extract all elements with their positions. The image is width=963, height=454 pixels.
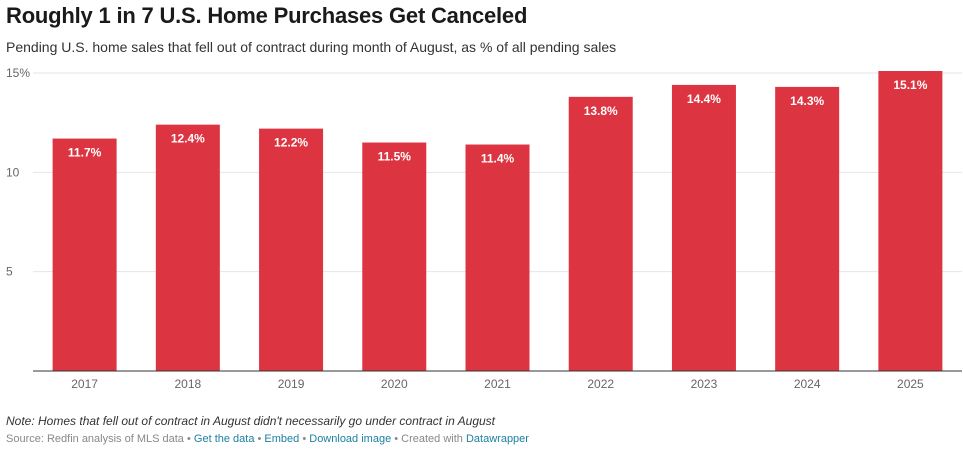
bar-value-label: 11.4% bbox=[481, 152, 515, 166]
chart-note: Note: Homes that fell out of contract in… bbox=[6, 414, 495, 428]
bar bbox=[878, 71, 943, 371]
separator: • bbox=[299, 433, 310, 445]
separator: • bbox=[391, 433, 402, 445]
datawrapper-link[interactable]: Datawrapper bbox=[465, 433, 529, 445]
bar-value-label: 14.4% bbox=[687, 92, 721, 106]
bar bbox=[155, 124, 220, 371]
x-tick-label: 2017 bbox=[71, 377, 98, 391]
bar-value-label: 15.1% bbox=[893, 78, 927, 92]
bar bbox=[465, 144, 530, 371]
bar-value-label: 12.4% bbox=[171, 132, 205, 146]
bar-value-label: 11.7% bbox=[68, 146, 102, 160]
bar bbox=[362, 142, 427, 371]
bar bbox=[671, 84, 736, 372]
bar-value-label: 14.3% bbox=[790, 94, 824, 108]
get-the-data-link[interactable]: Get the data bbox=[193, 433, 255, 445]
x-tick-label: 2020 bbox=[381, 377, 408, 391]
x-tick-label: 2023 bbox=[691, 377, 718, 391]
bar-chart: 5 10 15% 11.7% 2017 12.4% 2018 12.2% 2019 11.5% 20… bbox=[6, 66, 962, 391]
source-line: Source: Redfin analysis of MLS data • Ge… bbox=[6, 433, 529, 445]
x-tick-label: 2018 bbox=[174, 377, 201, 391]
bar bbox=[775, 86, 840, 371]
x-tick-label: 2022 bbox=[587, 377, 614, 391]
bar bbox=[259, 128, 324, 371]
download-image-link[interactable]: Download image bbox=[309, 433, 392, 445]
bar bbox=[568, 96, 633, 371]
bar-value-label: 12.2% bbox=[274, 136, 308, 150]
separator: • bbox=[254, 433, 265, 445]
x-tick-label: 2021 bbox=[484, 377, 511, 391]
bar bbox=[52, 138, 117, 371]
separator: • bbox=[183, 433, 194, 445]
created-with-text: Created with bbox=[401, 433, 463, 445]
bar-value-label: 11.5% bbox=[378, 150, 412, 164]
chart-subtitle: Pending U.S. home sales that fell out of… bbox=[6, 39, 617, 55]
x-tick-label: 2025 bbox=[897, 377, 924, 391]
source-text: Source: Redfin analysis of MLS data bbox=[6, 433, 184, 445]
y-tick-label: 5 bbox=[6, 265, 13, 279]
chart-title: Roughly 1 in 7 U.S. Home Purchases Get C… bbox=[6, 3, 528, 28]
bar-value-label: 13.8% bbox=[584, 104, 618, 118]
y-tick-label: 15% bbox=[6, 66, 30, 80]
embed-link[interactable]: Embed bbox=[264, 433, 300, 445]
x-tick-label: 2024 bbox=[794, 377, 821, 391]
x-tick-label: 2019 bbox=[278, 377, 305, 391]
y-tick-label: 10 bbox=[6, 165, 20, 179]
